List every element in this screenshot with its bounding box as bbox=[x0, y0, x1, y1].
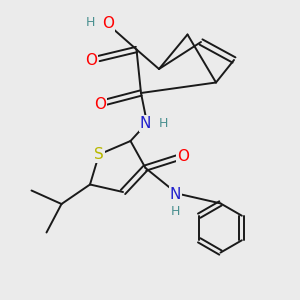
Text: N: N bbox=[140, 116, 151, 131]
Text: H: H bbox=[171, 205, 180, 218]
Text: N: N bbox=[170, 187, 181, 202]
Text: H: H bbox=[159, 117, 168, 130]
Text: H: H bbox=[86, 16, 95, 29]
Text: S: S bbox=[94, 147, 104, 162]
Text: O: O bbox=[94, 97, 106, 112]
Text: O: O bbox=[85, 53, 98, 68]
Text: O: O bbox=[102, 16, 114, 31]
Text: O: O bbox=[177, 149, 189, 164]
